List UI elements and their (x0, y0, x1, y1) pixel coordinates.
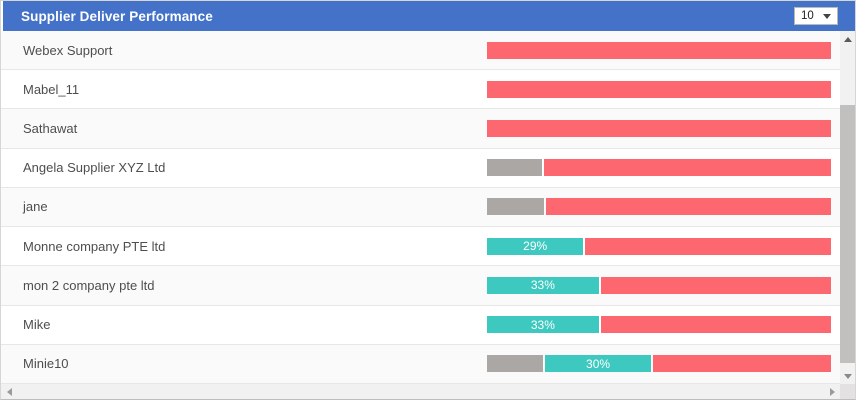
vertical-scrollbar-thumb[interactable] (840, 105, 855, 363)
supplier-label: Sathawat (23, 121, 78, 137)
bar-segment-ontime[interactable]: 30% (545, 355, 651, 373)
supplier-row: mon 2 company pte ltd 33% (1, 266, 840, 306)
bar-segment-ontime[interactable]: 33% (487, 316, 599, 334)
vertical-scrollbar[interactable] (840, 31, 855, 384)
scroll-down-button[interactable] (840, 368, 855, 384)
scroll-up-button[interactable] (840, 31, 855, 47)
bar-percent-label: 29% (523, 239, 548, 254)
bar-segment-late[interactable] (600, 276, 831, 294)
bar-segment-late[interactable] (600, 316, 831, 334)
supplier-bar (487, 120, 831, 138)
supplier-row: Monne company PTE ltd 29% (1, 227, 840, 267)
supplier-label: Mabel_11 (23, 81, 80, 97)
horizontal-scrollbar[interactable] (1, 384, 840, 399)
supplier-bar (487, 159, 831, 177)
supplier-bar (487, 198, 831, 216)
supplier-bar: 30% (487, 355, 831, 373)
bar-segment-late[interactable] (545, 198, 831, 216)
page-size-select[interactable]: 10 (794, 7, 838, 25)
scroll-right-button[interactable] (824, 384, 840, 399)
supplier-bar: 33% (487, 316, 831, 334)
scrollbar-corner (840, 384, 855, 399)
supplier-row: Mabel_11 (1, 70, 840, 110)
scroll-left-button[interactable] (1, 384, 17, 399)
supplier-row: Sathawat (1, 109, 840, 149)
arrow-left-icon (6, 387, 12, 396)
bar-percent-label: 33% (530, 278, 555, 293)
supplier-bar: 33% (487, 276, 831, 294)
arrow-up-icon (843, 36, 852, 42)
supplier-label: Webex Support (23, 42, 113, 58)
supplier-row: Angela Supplier XYZ Ltd (1, 148, 840, 188)
bar-segment-late[interactable] (544, 159, 831, 177)
bar-percent-label: 30% (586, 356, 611, 371)
supplier-bar: 29% (487, 237, 831, 255)
supplier-row: Minie10 30% (1, 344, 840, 384)
supplier-label: Monne company PTE ltd (23, 238, 166, 254)
bar-segment-nodata[interactable] (487, 198, 544, 216)
bar-segment-late[interactable] (487, 41, 831, 59)
supplier-label: Minie10 (23, 356, 69, 372)
bar-segment-late[interactable] (487, 80, 831, 98)
page-size-value: 10 (801, 10, 814, 22)
bar-segment-nodata[interactable] (487, 355, 544, 373)
supplier-row: jane (1, 187, 840, 228)
supplier-row: Webex Support (1, 31, 840, 71)
arrow-right-icon (829, 387, 835, 396)
bar-segment-late[interactable] (653, 355, 831, 373)
bar-segment-late[interactable] (585, 237, 831, 255)
panel-header: Supplier Deliver Performance 10 (3, 1, 855, 31)
bar-segment-ontime[interactable]: 29% (487, 237, 584, 255)
supplier-label: jane (23, 199, 48, 215)
supplier-rows: Webex Support Mabel_11 Sathawat Angela Supp… (1, 31, 840, 384)
bar-segment-ontime[interactable]: 33% (487, 276, 599, 294)
supplier-bar (487, 41, 831, 59)
bar-segment-late[interactable] (487, 120, 831, 138)
bar-percent-label: 33% (530, 317, 555, 332)
supplier-bar (487, 80, 831, 98)
supplier-label: Mike (23, 317, 51, 333)
supplier-label: mon 2 company pte ltd (23, 277, 155, 293)
supplier-label: Angela Supplier XYZ Ltd (23, 160, 166, 176)
supplier-row: Mike 33% (1, 305, 840, 345)
panel-title: Supplier Deliver Performance (21, 8, 213, 24)
arrow-down-icon (843, 373, 852, 379)
bar-segment-nodata[interactable] (487, 159, 543, 177)
chevron-down-icon (823, 13, 831, 19)
